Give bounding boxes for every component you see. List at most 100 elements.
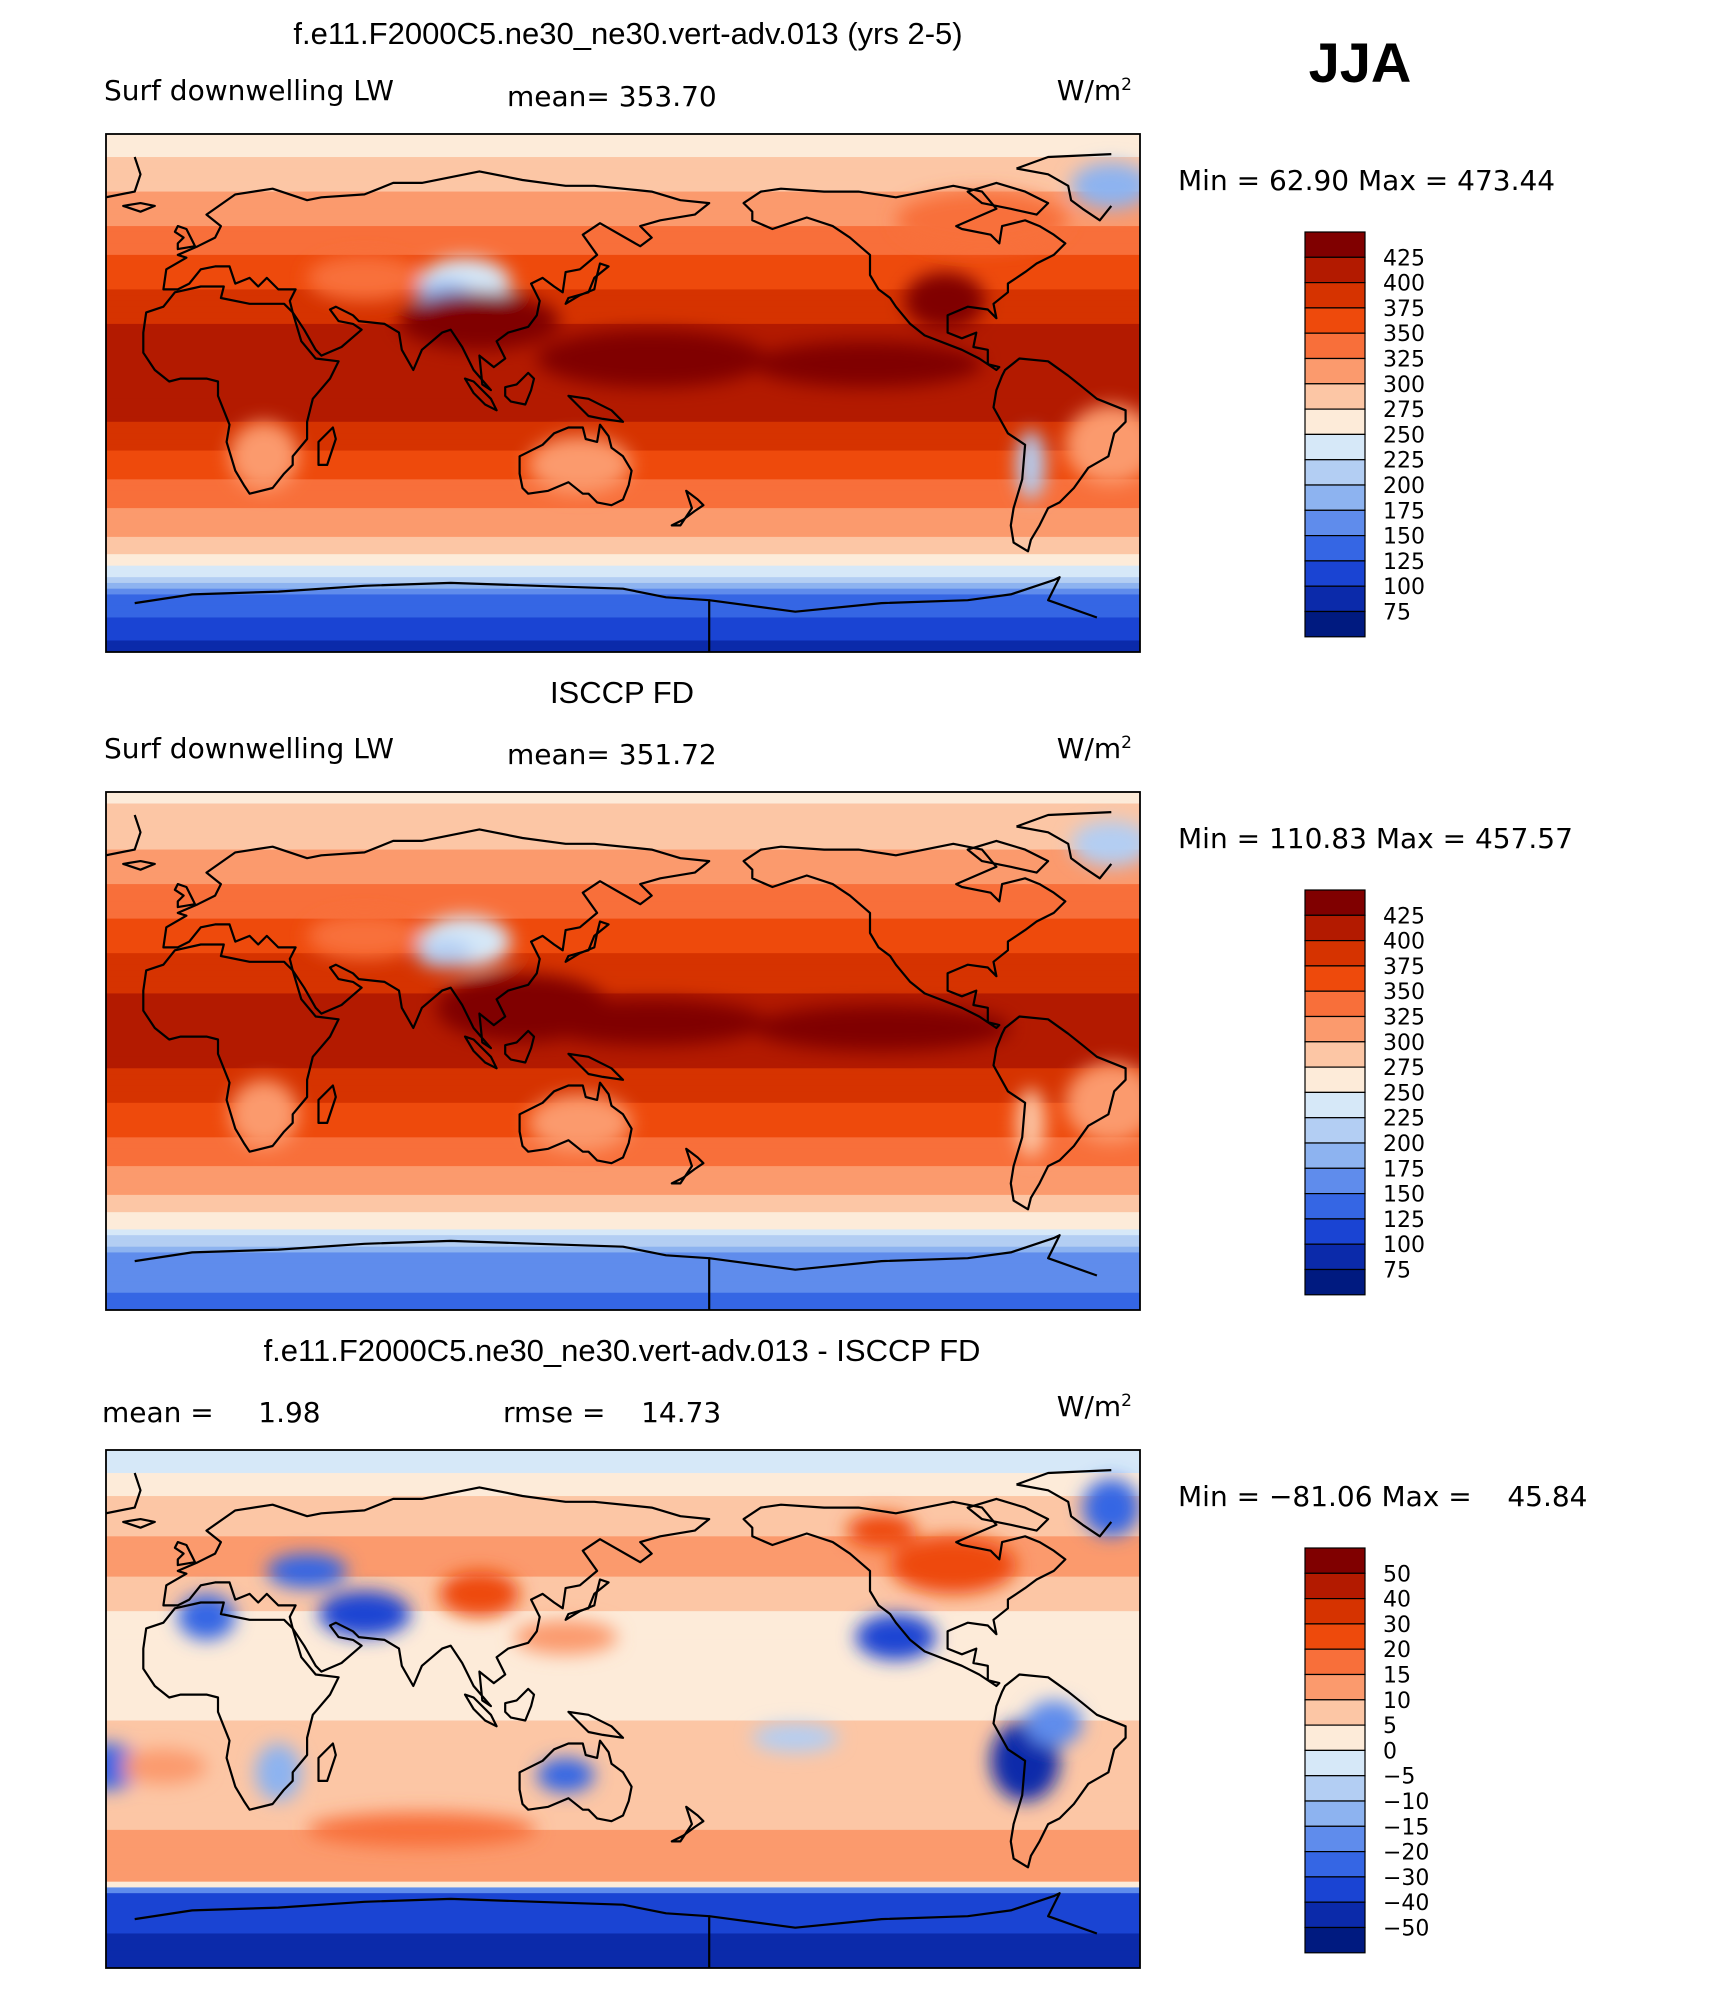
colorbar-tick-label: 275 bbox=[1383, 398, 1425, 423]
zonal-band bbox=[106, 1478, 1140, 1486]
panel-units: W/m2 bbox=[1057, 732, 1132, 765]
zonal-band bbox=[106, 1760, 1140, 1768]
colorbar-tick-label: 15 bbox=[1383, 1664, 1411, 1689]
coastline-namerica bbox=[742, 184, 1067, 372]
zonal-band bbox=[106, 884, 1140, 891]
zonal-band bbox=[106, 134, 1140, 141]
colorbar-box bbox=[1304, 383, 1366, 410]
zonal-band bbox=[106, 1045, 1140, 1052]
panel-left-label: Surf downwelling LW bbox=[104, 74, 394, 107]
zonal-band bbox=[106, 901, 1140, 908]
colorbar-box bbox=[1304, 357, 1366, 385]
colorbar-tick-label: 200 bbox=[1383, 1132, 1425, 1157]
zonal-band bbox=[106, 895, 1140, 903]
coastline-baffin bbox=[966, 1497, 1050, 1532]
zonal-band bbox=[106, 1778, 1140, 1785]
field-anomaly bbox=[229, 1079, 299, 1149]
zonal-band bbox=[106, 151, 1140, 158]
colorbar-box bbox=[1304, 585, 1366, 613]
coastline-greenland bbox=[1016, 1483, 1113, 1538]
panel-left-label: Surf downwelling LW bbox=[104, 732, 394, 765]
zonal-band bbox=[106, 1565, 1140, 1572]
colorbar-box bbox=[1304, 889, 1366, 916]
colorbar-tick-label: 125 bbox=[1383, 1208, 1425, 1233]
zonal-band bbox=[106, 981, 1140, 989]
colorbar-tick-label: 10 bbox=[1383, 1689, 1411, 1714]
zonal-band bbox=[106, 1616, 1140, 1624]
zonal-band bbox=[106, 479, 1140, 486]
colorbar-tick-label: −40 bbox=[1383, 1891, 1429, 1916]
zonal-band bbox=[106, 1056, 1140, 1064]
zonal-band bbox=[106, 1593, 1140, 1601]
zonal-band bbox=[106, 993, 1140, 1000]
zonal-band bbox=[106, 1685, 1140, 1693]
colorbar-tick-label: 125 bbox=[1383, 550, 1425, 575]
zonal-band bbox=[106, 924, 1140, 931]
zonal-band bbox=[106, 266, 1140, 273]
zonal-band bbox=[106, 168, 1140, 176]
zonal-band bbox=[106, 878, 1140, 885]
zonal-band bbox=[106, 964, 1140, 972]
coastlines bbox=[106, 1469, 1127, 1968]
coastline-africa bbox=[142, 943, 340, 1153]
coastline-borneo bbox=[504, 1687, 536, 1722]
zonal-band bbox=[106, 1166, 1140, 1173]
field-anomaly bbox=[752, 1723, 839, 1753]
coastline-greenland bbox=[1016, 1469, 1112, 1486]
zonal-band bbox=[106, 1847, 1140, 1854]
zonal-band bbox=[106, 611, 1140, 619]
zonal-band bbox=[106, 1864, 1140, 1871]
zonal-band bbox=[106, 1783, 1140, 1791]
coastline-iceland bbox=[122, 202, 156, 213]
coastline-japan bbox=[564, 1578, 610, 1621]
zonal-band bbox=[106, 260, 1140, 268]
colorbar-box bbox=[1304, 1699, 1366, 1726]
zonal-band bbox=[106, 1062, 1140, 1070]
zonal-band bbox=[106, 1530, 1140, 1538]
zonal-band bbox=[106, 1206, 1140, 1213]
zonal-band bbox=[106, 1835, 1140, 1843]
zonal-band bbox=[106, 1611, 1140, 1618]
colorbar-box bbox=[1304, 1648, 1366, 1676]
coastline-samerica bbox=[992, 1673, 1127, 1869]
zonal-band bbox=[106, 191, 1140, 199]
coastline-greatbritain bbox=[173, 225, 197, 251]
colorbar-tick-label: 250 bbox=[1383, 423, 1425, 448]
coastline-samerica bbox=[992, 1015, 1127, 1211]
zonal-band bbox=[106, 1304, 1140, 1310]
map-field bbox=[106, 134, 1140, 652]
colorbar-tick-label: −10 bbox=[1383, 1790, 1429, 1815]
colorbar: 4254003753503253002752502252001751501251… bbox=[1304, 889, 1425, 1296]
panel-center-label: mean= 351.72 bbox=[507, 738, 717, 771]
zonal-band bbox=[106, 1743, 1140, 1751]
panel-units: W/m2 bbox=[1057, 1390, 1132, 1423]
map-field bbox=[106, 1450, 1140, 1968]
map-frame bbox=[105, 791, 1141, 1311]
field-anomaly bbox=[439, 1570, 520, 1617]
zonal-band bbox=[106, 249, 1140, 256]
zonal-band bbox=[106, 1200, 1140, 1208]
field-anomaly bbox=[1071, 820, 1140, 867]
coastline-greenland bbox=[1016, 167, 1113, 222]
zonal-band bbox=[106, 958, 1140, 966]
zonal-band bbox=[106, 1657, 1140, 1664]
colorbar-box bbox=[1304, 231, 1366, 258]
zonal-band bbox=[106, 594, 1140, 601]
zonal-band bbox=[106, 1921, 1140, 1929]
field-anomaly bbox=[528, 1094, 632, 1152]
colorbar-box bbox=[1304, 1623, 1366, 1650]
field-anomaly bbox=[1016, 1088, 1046, 1158]
zonal-band bbox=[106, 1588, 1140, 1595]
colorbar-tick-label: 375 bbox=[1383, 297, 1425, 322]
zonal-band bbox=[106, 1634, 1140, 1641]
colorbar-tick-label: 175 bbox=[1383, 1157, 1425, 1182]
coastline-greenland bbox=[1016, 811, 1112, 828]
zonal-band bbox=[106, 1183, 1140, 1190]
coastlines bbox=[106, 153, 1127, 652]
zonal-band bbox=[106, 490, 1140, 498]
panel-title: f.e11.F2000C5.ne30_ne30.vert-adv.013 (yr… bbox=[293, 16, 962, 51]
colorbar-tick-label: 300 bbox=[1383, 373, 1425, 398]
zonal-band bbox=[106, 1645, 1140, 1653]
zonal-band bbox=[106, 849, 1140, 857]
